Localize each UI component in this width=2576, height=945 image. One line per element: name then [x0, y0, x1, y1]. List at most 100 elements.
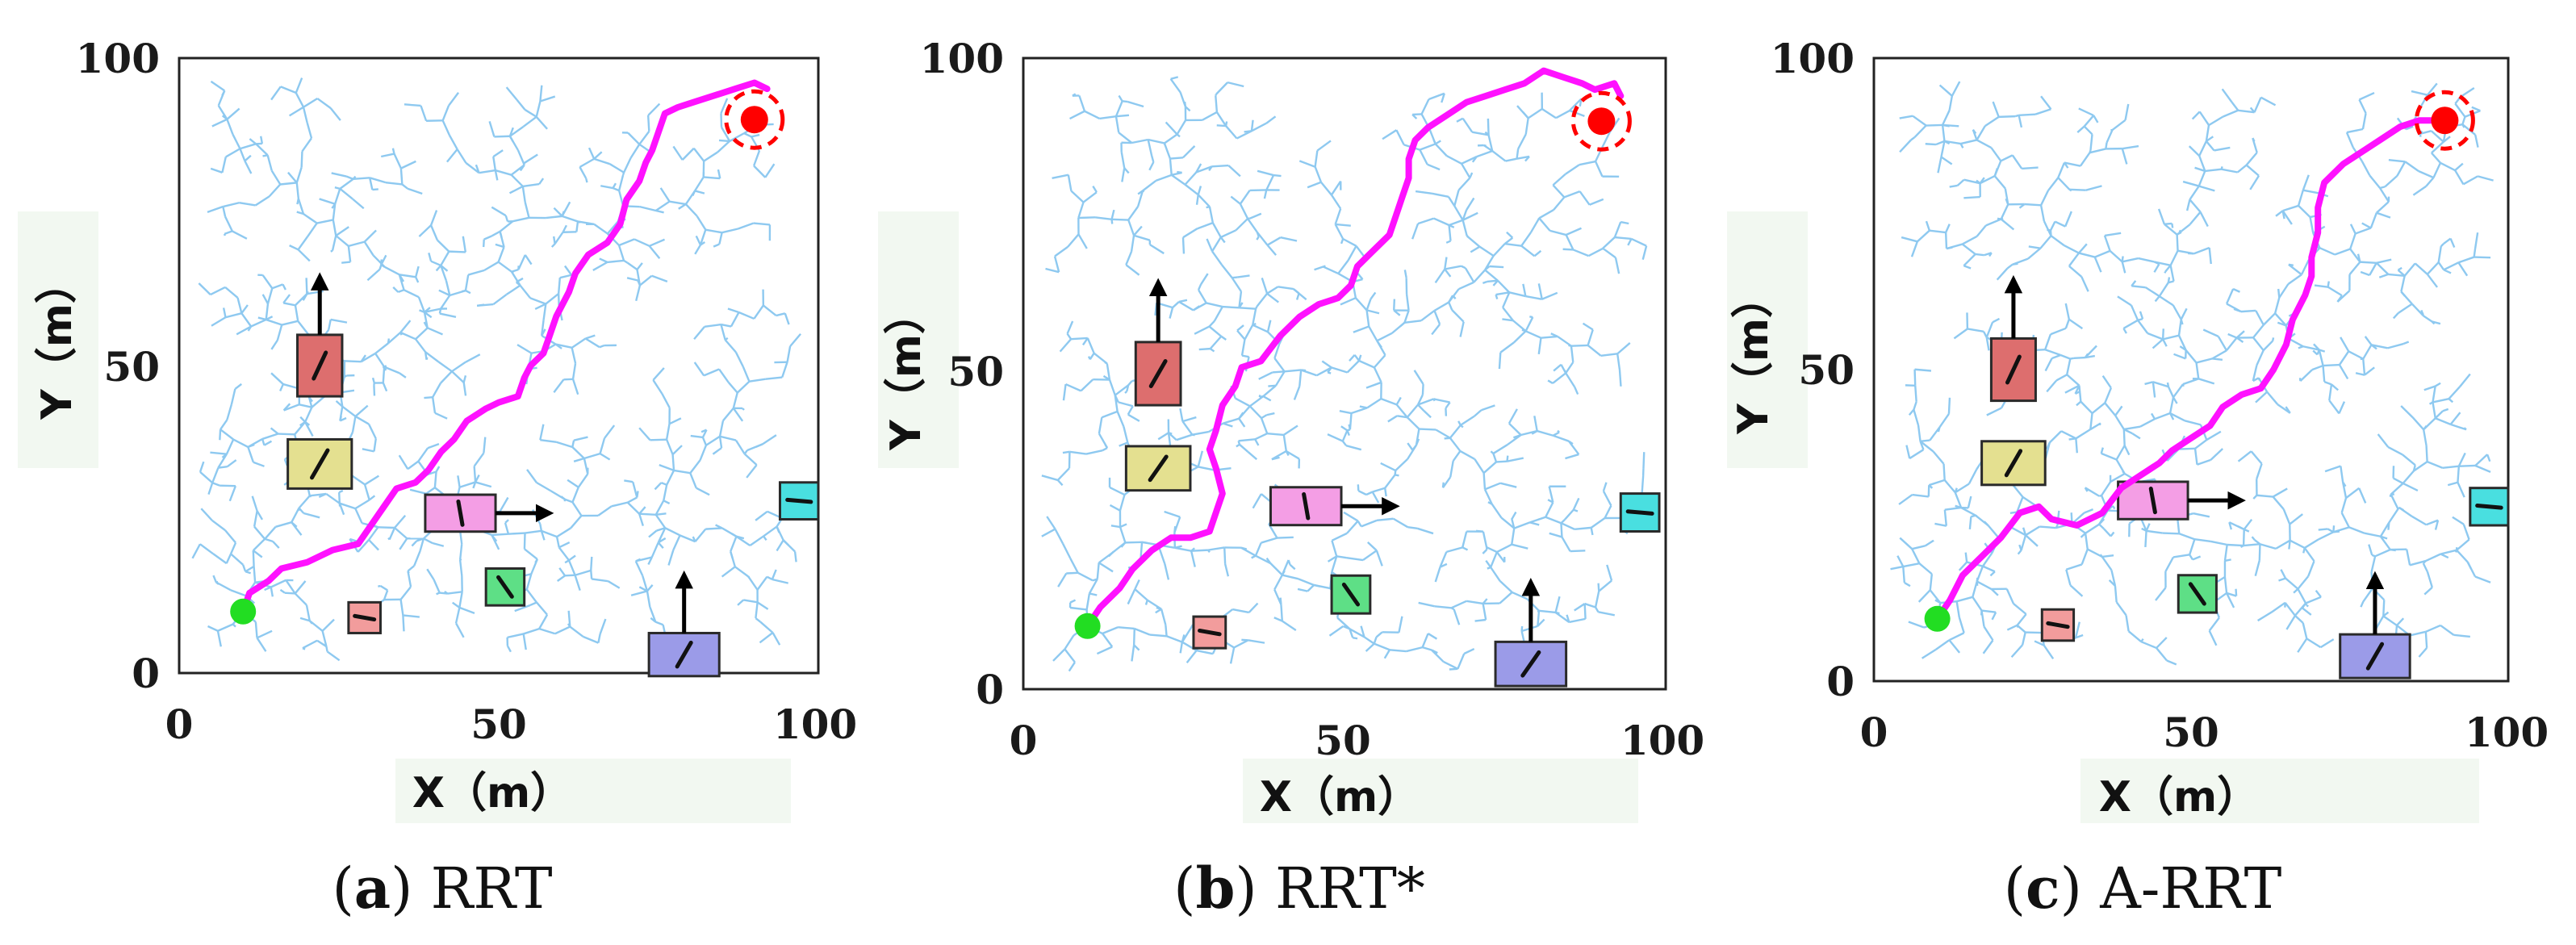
tree-edge: [516, 344, 533, 354]
tree-edge: [2457, 482, 2465, 498]
tree-edge: [1354, 297, 1368, 312]
tree-edge: [301, 137, 312, 153]
tree-edge: [1056, 479, 1064, 487]
tree-edge: [2018, 544, 2022, 551]
tree-edge: [1349, 354, 1356, 362]
tree-edge: [1423, 410, 1432, 419]
tree-edge: [2275, 210, 2284, 217]
tree-edge: [1056, 467, 1070, 481]
tree-edge: [1265, 557, 1272, 564]
tree-edge: [1918, 562, 1933, 575]
y-axis-label: Y（m）: [882, 292, 930, 451]
tree-edge: [1972, 596, 1983, 612]
tree-edge: [737, 599, 745, 606]
tree-edge: [339, 178, 354, 190]
tree-edge: [1584, 602, 1596, 608]
tree-edge: [1899, 139, 1912, 153]
tree-edge: [2456, 549, 2469, 563]
tree-edge: [1508, 291, 1526, 298]
tree-edge: [2057, 177, 2071, 190]
tree-edge: [2131, 280, 2137, 287]
tree-edge: [1207, 546, 1225, 551]
tree-edge: [394, 514, 407, 529]
tree-edge: [571, 440, 575, 448]
tree-edge: [703, 368, 720, 377]
tree-edge: [646, 115, 650, 132]
tree-edge: [304, 407, 313, 423]
tree-edge: [378, 584, 381, 587]
tree-edge: [559, 274, 572, 279]
tree-edge: [264, 586, 272, 592]
tree-edge: [1981, 552, 1993, 567]
tree-edge: [328, 319, 332, 330]
tree-edge: [1416, 527, 1434, 535]
tree-edge: [1247, 218, 1258, 233]
tree-edge: [636, 491, 639, 498]
tree-edge: [1208, 320, 1215, 328]
tree-edge: [2274, 312, 2287, 327]
tree-edge: [455, 622, 465, 638]
tree-edge: [1557, 429, 1560, 433]
tree-edge: [1565, 234, 1574, 250]
tree-edge: [1500, 516, 1516, 529]
tree-edge: [2440, 624, 2455, 636]
tree-edge: [1570, 344, 1588, 347]
tree-edge: [2474, 575, 2491, 583]
tree-edge: [2068, 437, 2076, 441]
tree-edge: [2362, 358, 2366, 375]
tree-edge: [1976, 577, 1979, 582]
tree-edge: [649, 606, 657, 623]
tree-edge: [684, 203, 687, 205]
tree-edge: [1948, 639, 1961, 654]
tree-edge: [1393, 309, 1401, 316]
tree-edge: [282, 403, 291, 412]
tree-edge: [540, 438, 557, 444]
tree-edge: [1321, 360, 1332, 369]
tree-edge: [638, 513, 644, 527]
tree-edge: [1910, 136, 1916, 141]
tree-edge: [2297, 638, 2308, 653]
tree-edge: [2189, 554, 2194, 561]
tree-edge: [2089, 134, 2093, 151]
tree-edge: [1339, 410, 1352, 415]
tree-edge: [1418, 601, 1436, 608]
tree-edge: [1109, 504, 1121, 512]
tree-edge: [1178, 299, 1188, 303]
tree-edge: [1209, 165, 1213, 169]
tree-edge: [650, 438, 667, 441]
tree-edge: [1537, 618, 1545, 627]
tree-edge: [2145, 286, 2160, 298]
tree-edge: [1394, 470, 1397, 475]
tree-edge: [2454, 169, 2465, 185]
tree-edge: [2197, 458, 2211, 466]
tree-edge: [1960, 506, 1976, 516]
tree-edge: [1502, 318, 1513, 322]
tree-edge: [1524, 316, 1534, 332]
tree-edge: [1502, 291, 1511, 308]
tree-edge: [207, 625, 219, 632]
tree-edge: [1958, 561, 1968, 571]
tree-edge: [2123, 445, 2131, 456]
tree-edge: [2312, 349, 2319, 356]
tree-edge: [1102, 633, 1114, 648]
tree-edge: [2277, 321, 2287, 327]
tree-edge: [1492, 243, 1506, 257]
tree-edge: [654, 482, 663, 491]
tree-edge: [1307, 584, 1315, 592]
tree-edge: [720, 127, 731, 142]
tree-edge: [556, 527, 571, 538]
tree-edge: [2223, 544, 2228, 562]
tree-edge: [1348, 424, 1352, 430]
tree-edge: [1440, 562, 1448, 568]
tree-edge: [1337, 259, 1349, 274]
tree-edge: [583, 635, 599, 644]
tree-edge: [1415, 438, 1420, 446]
tree-edge: [2044, 358, 2053, 372]
tree-edge: [2114, 405, 2123, 416]
tree-edge: [2390, 483, 2404, 495]
tree-edge: [600, 185, 613, 190]
caption-name: RRT*: [1275, 855, 1425, 922]
tree-edge: [1192, 433, 1195, 437]
tree-edge: [1133, 225, 1143, 236]
x-tick-label: 50: [2163, 709, 2219, 756]
